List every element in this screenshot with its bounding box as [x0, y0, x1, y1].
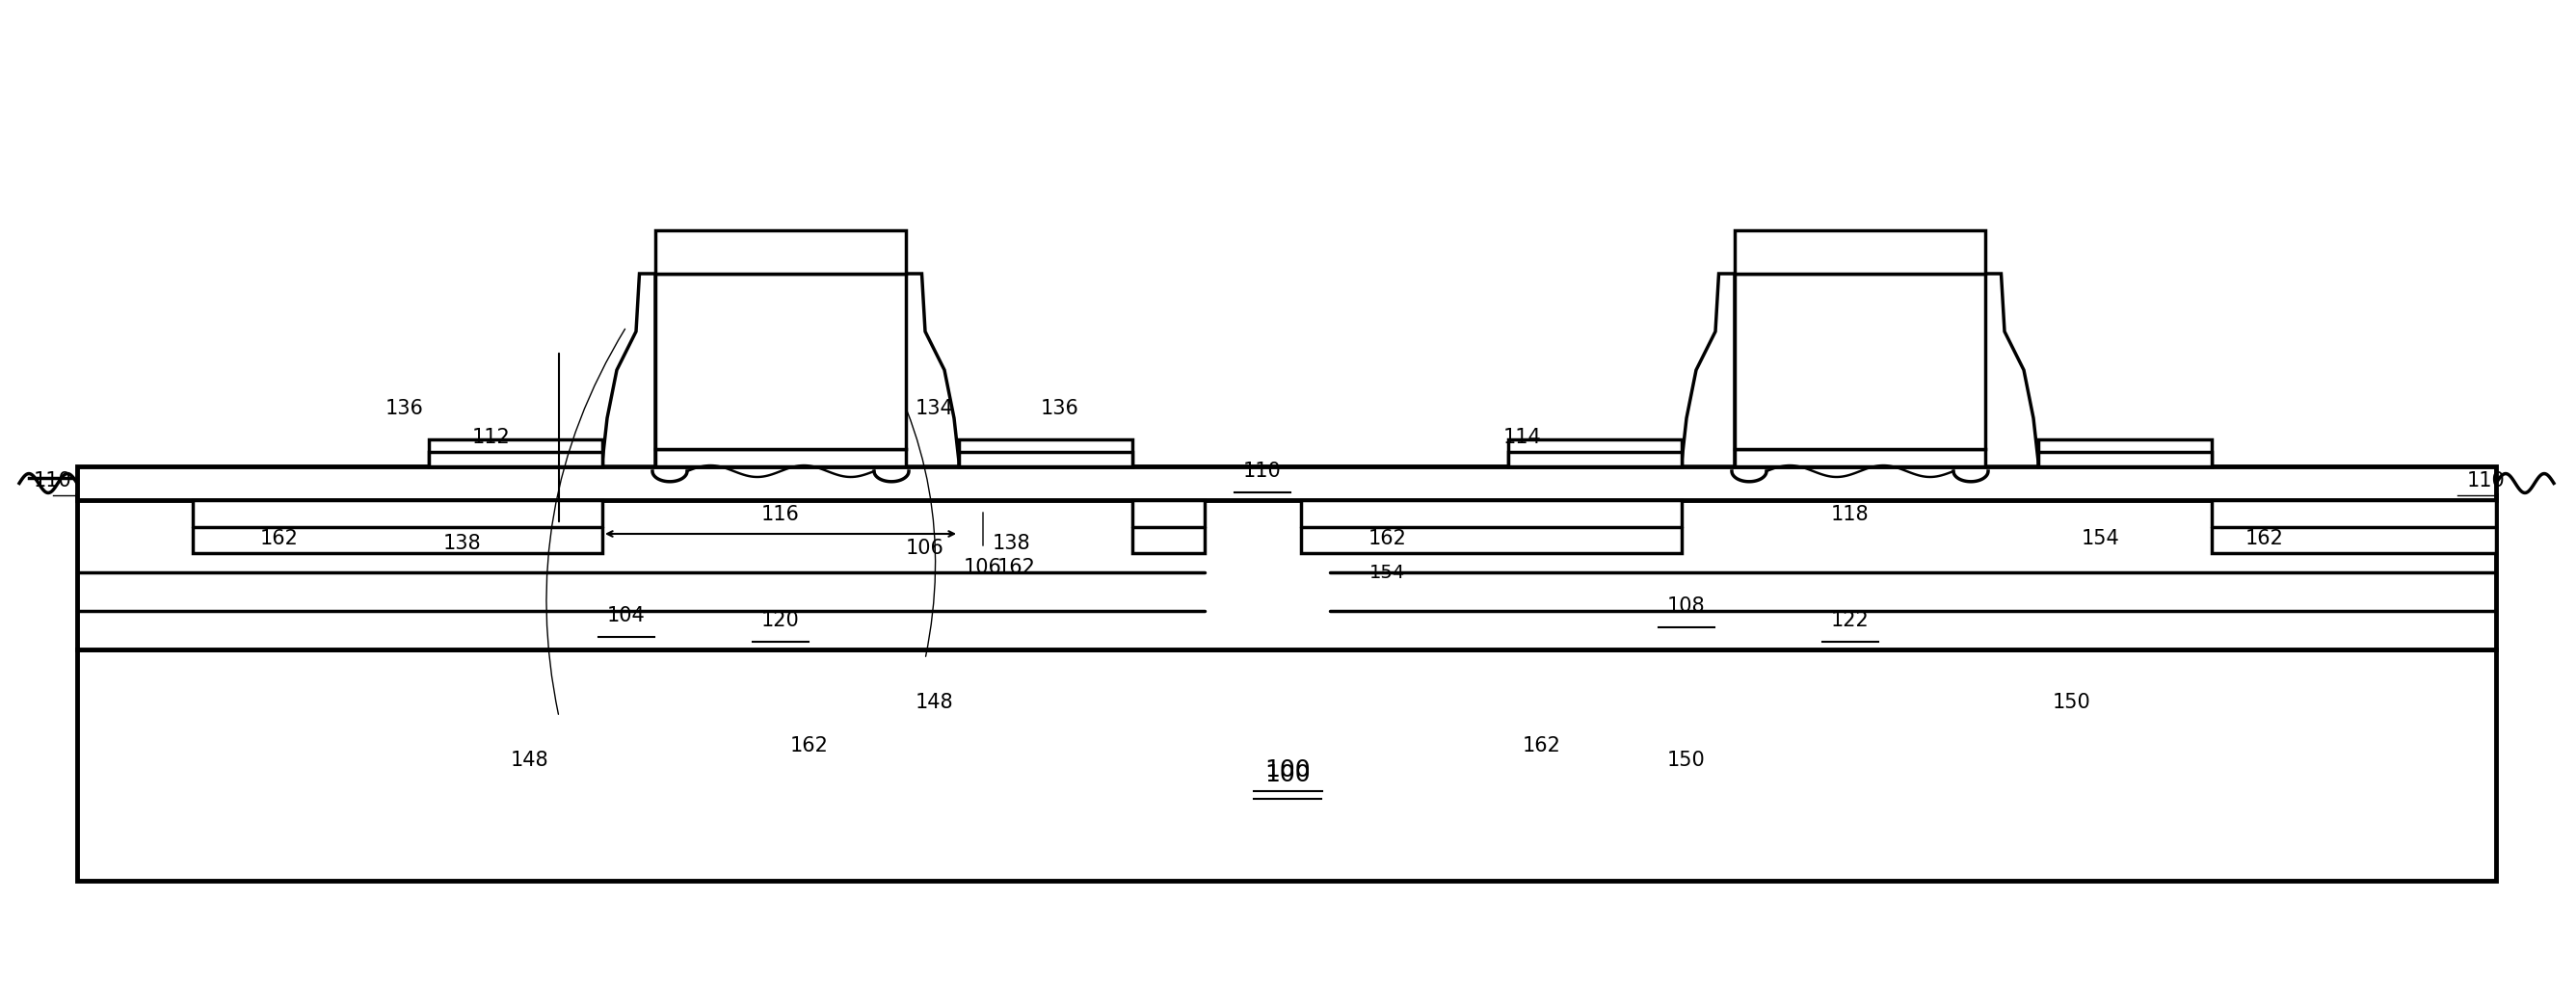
Text: 150: 150	[1667, 750, 1705, 770]
Text: 110: 110	[2468, 471, 2506, 491]
Text: 154: 154	[1370, 563, 1406, 581]
Text: 136: 136	[1041, 399, 1079, 418]
Text: 116: 116	[762, 505, 799, 524]
Bar	[1133, 500, 1206, 553]
Bar	[428, 452, 603, 467]
Text: 120: 120	[762, 611, 799, 630]
Text: 108: 108	[1667, 597, 1705, 616]
Text: 138: 138	[443, 534, 482, 553]
Bar	[428, 440, 603, 467]
Bar	[958, 452, 1133, 467]
Text: 138: 138	[992, 534, 1030, 553]
Text: 100: 100	[1265, 764, 1311, 787]
Bar	[77, 495, 2496, 650]
Bar	[2213, 500, 2496, 553]
Text: 162: 162	[1368, 529, 1406, 548]
Bar	[77, 467, 2496, 500]
Text: 162: 162	[1522, 736, 1561, 756]
Bar	[77, 650, 2496, 880]
Bar	[2038, 440, 2213, 467]
Text: 134: 134	[914, 399, 953, 418]
Text: 112: 112	[471, 428, 510, 447]
Bar	[654, 449, 907, 467]
Text: 114: 114	[1504, 428, 1543, 447]
Bar	[193, 500, 603, 553]
Bar	[654, 230, 907, 274]
Text: 162: 162	[791, 736, 829, 756]
Bar	[1507, 452, 1682, 467]
Text: 104: 104	[608, 606, 647, 626]
Polygon shape	[907, 274, 958, 467]
Text: 154: 154	[2081, 529, 2120, 548]
Bar	[654, 274, 907, 449]
Bar	[1734, 449, 1986, 467]
Bar	[1301, 500, 1682, 553]
Text: 106: 106	[907, 538, 945, 558]
Text: 158: 158	[1919, 452, 1955, 471]
Text: 136: 136	[386, 399, 425, 418]
Bar	[1734, 274, 1986, 449]
Bar	[2038, 452, 2213, 467]
Text: 162: 162	[997, 558, 1036, 577]
Bar	[958, 440, 1133, 467]
Text: 118: 118	[1832, 505, 1870, 524]
Text: 110: 110	[33, 471, 72, 491]
Bar	[1507, 440, 1682, 467]
Text: 148: 148	[510, 750, 549, 770]
Text: 148: 148	[914, 693, 953, 712]
Text: 162: 162	[2246, 529, 2285, 548]
Text: 100: 100	[1265, 759, 1311, 782]
Text: 142: 142	[840, 452, 876, 471]
Text: 122: 122	[1832, 611, 1870, 630]
Polygon shape	[603, 274, 654, 467]
Polygon shape	[1986, 274, 2038, 467]
Text: 162: 162	[260, 529, 299, 548]
Polygon shape	[1682, 274, 1734, 467]
Bar	[1734, 230, 1986, 274]
Text: 110: 110	[1244, 462, 1283, 481]
Text: 150: 150	[2053, 693, 2092, 712]
Text: 106: 106	[963, 558, 1002, 577]
